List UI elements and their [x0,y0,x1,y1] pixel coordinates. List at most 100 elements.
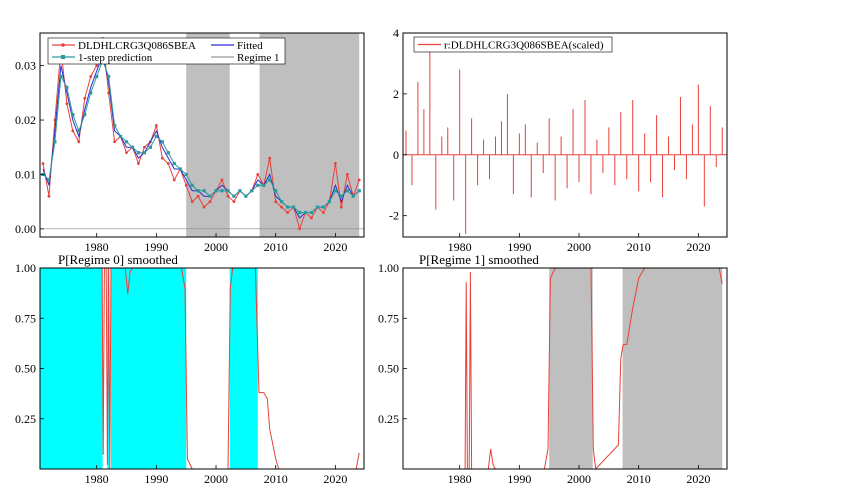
regime1-shading-group [549,268,723,469]
legend: r:DLDHLCRG3Q086SBEA(scaled) [413,36,613,53]
probability-line-group [403,267,723,471]
prediction-point [142,151,147,155]
prediction-point [124,140,129,144]
y-tick-label: 0.50 [15,362,36,376]
regime-shade-band [111,268,187,469]
axis-ticks-group: 1980 1990 2000 2010 2020 0.00 0.01 0.02 0.03 [15,59,347,254]
series-point [256,173,260,176]
series-point [208,200,212,204]
axis-ticks-group: 1980 1990 2000 2010 2020 0.25 0.50 0.75 1.00 [378,261,710,486]
panel-regime0-probability: P[Regime 0] smoothed 1980 1990 2000 2010 202… [15,252,365,486]
series-point [113,140,116,144]
plot-frame [402,32,728,238]
series-point [220,178,224,182]
prediction-point [214,189,218,193]
y-tick-label: 0.75 [15,311,36,325]
x-tick-label: 1980 [85,240,109,254]
prediction-point [280,200,284,204]
plot-frame [39,32,365,238]
y-tick-label: 0.25 [378,412,399,426]
series-point [83,96,87,100]
series-point [196,194,200,198]
series-point [286,211,290,214]
x-tick-label: 2020 [323,240,347,254]
x-tick-label: 1980 [448,472,472,486]
legend-marker-series [61,43,65,47]
series-point [333,162,337,165]
regime-shade-band [229,268,258,469]
probability-line-group [40,267,360,470]
prediction-point [184,172,188,177]
panel-regime1-probability: P[Regime 1] smoothed 1980 1990 2000 2010 202… [378,252,728,486]
panel-scaled-residuals: 1980 1990 2000 2010 2020 -2 0 2 4 r:DLDHLCRG3Q08… [389,26,728,254]
series-point [298,227,301,231]
prediction-point [268,178,272,182]
y-tick-label: 0.50 [378,362,399,376]
prediction-point [172,161,176,166]
y-tick-label: 2 [393,87,399,101]
legend: DLDHLCRG3Q086SBEA Fitted 1-step predicti… [47,37,286,65]
x-tick-label: 1990 [144,472,168,486]
series-point [172,178,176,182]
regime-shade-band [259,33,360,237]
series-point [71,129,75,133]
prediction-point [208,194,212,198]
legend-label-regime1: Regime 1 [237,52,279,64]
x-tick-label: 2010 [627,472,651,486]
y-tick-label: 4 [393,26,399,40]
series-point [268,156,272,160]
prediction-point [47,178,51,182]
series-point [41,162,45,165]
prediction-point [130,145,135,149]
prediction-point [196,189,200,193]
prediction-point [232,194,236,198]
prediction-point [339,194,343,198]
series-point [125,151,128,155]
x-tick-label: 2010 [264,240,288,254]
y-tick-label: 0.02 [15,113,36,127]
regime1-shading-group [186,33,360,237]
prediction-point [262,183,266,187]
series-point [89,75,93,78]
x-tick-label: 2010 [627,240,651,254]
legend-label-fitted: Fitted [237,40,263,52]
series-point [166,162,170,165]
y-tick-label: 0.01 [15,167,36,181]
y-tick-label: 1.00 [378,261,399,275]
series-point [226,194,230,198]
prediction-point [345,189,349,193]
prediction-point [118,134,123,138]
residual-bars-group [403,39,727,234]
y-tick-label: 0.25 [15,412,36,426]
series-point [160,156,164,160]
x-tick-label: 1990 [144,240,168,254]
prediction-point [112,123,117,128]
prediction-point [65,85,69,89]
x-tick-label: 2000 [567,472,591,486]
prediction-point [315,205,320,209]
prediction-point [220,189,224,193]
legend-marker-prediction [61,55,65,59]
x-tick-label: 1980 [448,240,472,254]
prediction-point [244,194,248,198]
prediction-point [351,194,355,198]
regime0-shading-group [40,268,258,469]
regime-shade-band [549,268,593,469]
series-point [345,173,349,176]
prediction-point [83,113,87,117]
x-tick-label: 2000 [204,472,228,486]
prediction-point [327,200,331,204]
prediction-point [309,210,314,215]
series-point [190,200,194,204]
prediction-point [357,189,361,193]
y-tick-label: 0.75 [378,311,399,325]
series-lines-group [40,37,364,231]
prediction-point [107,74,111,79]
prediction-point [202,189,206,193]
series-point [65,102,69,106]
prediction-point [53,140,57,144]
y-tick-label: -2 [389,209,399,223]
x-tick-label: 2020 [686,240,710,254]
prediction-point [166,151,170,155]
prediction-point [250,189,254,193]
